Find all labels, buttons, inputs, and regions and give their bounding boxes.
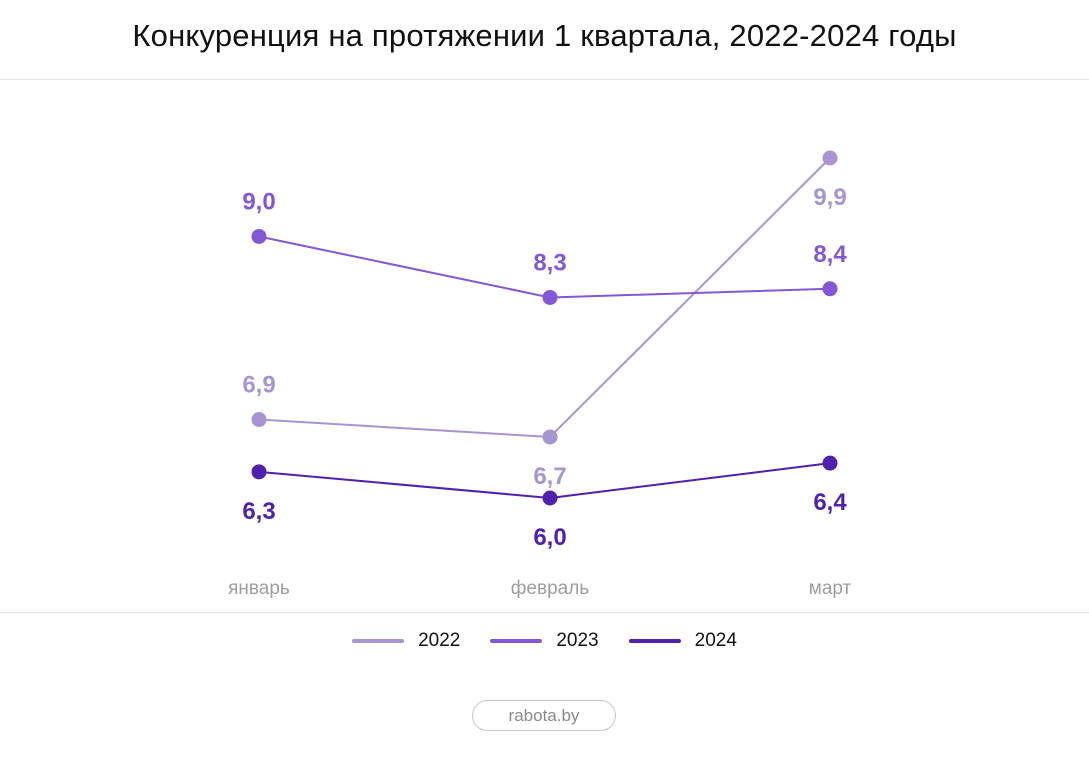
legend-label-2022: 2022 <box>418 630 461 651</box>
data-point-2022-2 <box>822 150 838 166</box>
data-label-2024-0: 6,3 <box>242 498 275 525</box>
legend-divider <box>0 612 1089 613</box>
x-tick-label-1: февраль <box>511 578 590 599</box>
legend-label-2023: 2023 <box>556 630 599 651</box>
source-badge[interactable]: rabota.by <box>472 700 616 731</box>
data-point-2022-1 <box>542 429 558 445</box>
data-label-2022-2: 9,9 <box>813 184 846 211</box>
data-label-2023-1: 8,3 <box>533 249 566 276</box>
chart-legend: 2022 2023 2024 <box>0 626 1089 656</box>
x-tick-label-2: март <box>809 578 852 599</box>
chart-title: Конкуренция на протяжении 1 квартала, 20… <box>132 18 957 53</box>
data-label-2023-0: 9,0 <box>242 188 275 215</box>
legend-item-2022: 2022 <box>352 630 460 652</box>
legend-swatch-2022 <box>352 639 405 643</box>
data-point-2022-0 <box>251 412 267 428</box>
legend-item-2023: 2023 <box>490 630 599 652</box>
data-label-2024-2: 6,4 <box>813 489 847 516</box>
data-point-2023-2 <box>822 281 838 297</box>
data-point-2024-1 <box>542 490 558 506</box>
data-point-2024-2 <box>822 455 838 471</box>
data-label-2022-0: 6,9 <box>242 372 275 399</box>
legend-label-2024: 2024 <box>694 630 737 651</box>
data-label-2024-1: 6,0 <box>533 524 566 551</box>
title-divider <box>0 79 1089 80</box>
line-chart: 6,9 6,7 9,9 9,0 8,3 8,4 6,3 6,0 6,4 январь февраль… <box>228 150 852 599</box>
data-point-2023-0 <box>251 228 267 244</box>
data-point-2024-0 <box>251 464 267 480</box>
legend-item-2024: 2024 <box>628 630 737 652</box>
data-label-2023-2: 8,4 <box>813 241 847 268</box>
legend-swatch-2023 <box>490 639 543 643</box>
data-point-2023-1 <box>542 289 558 305</box>
x-tick-label-0: январь <box>228 578 290 599</box>
data-label-2022-1: 6,7 <box>533 463 566 490</box>
legend-swatch-2024 <box>628 639 681 643</box>
